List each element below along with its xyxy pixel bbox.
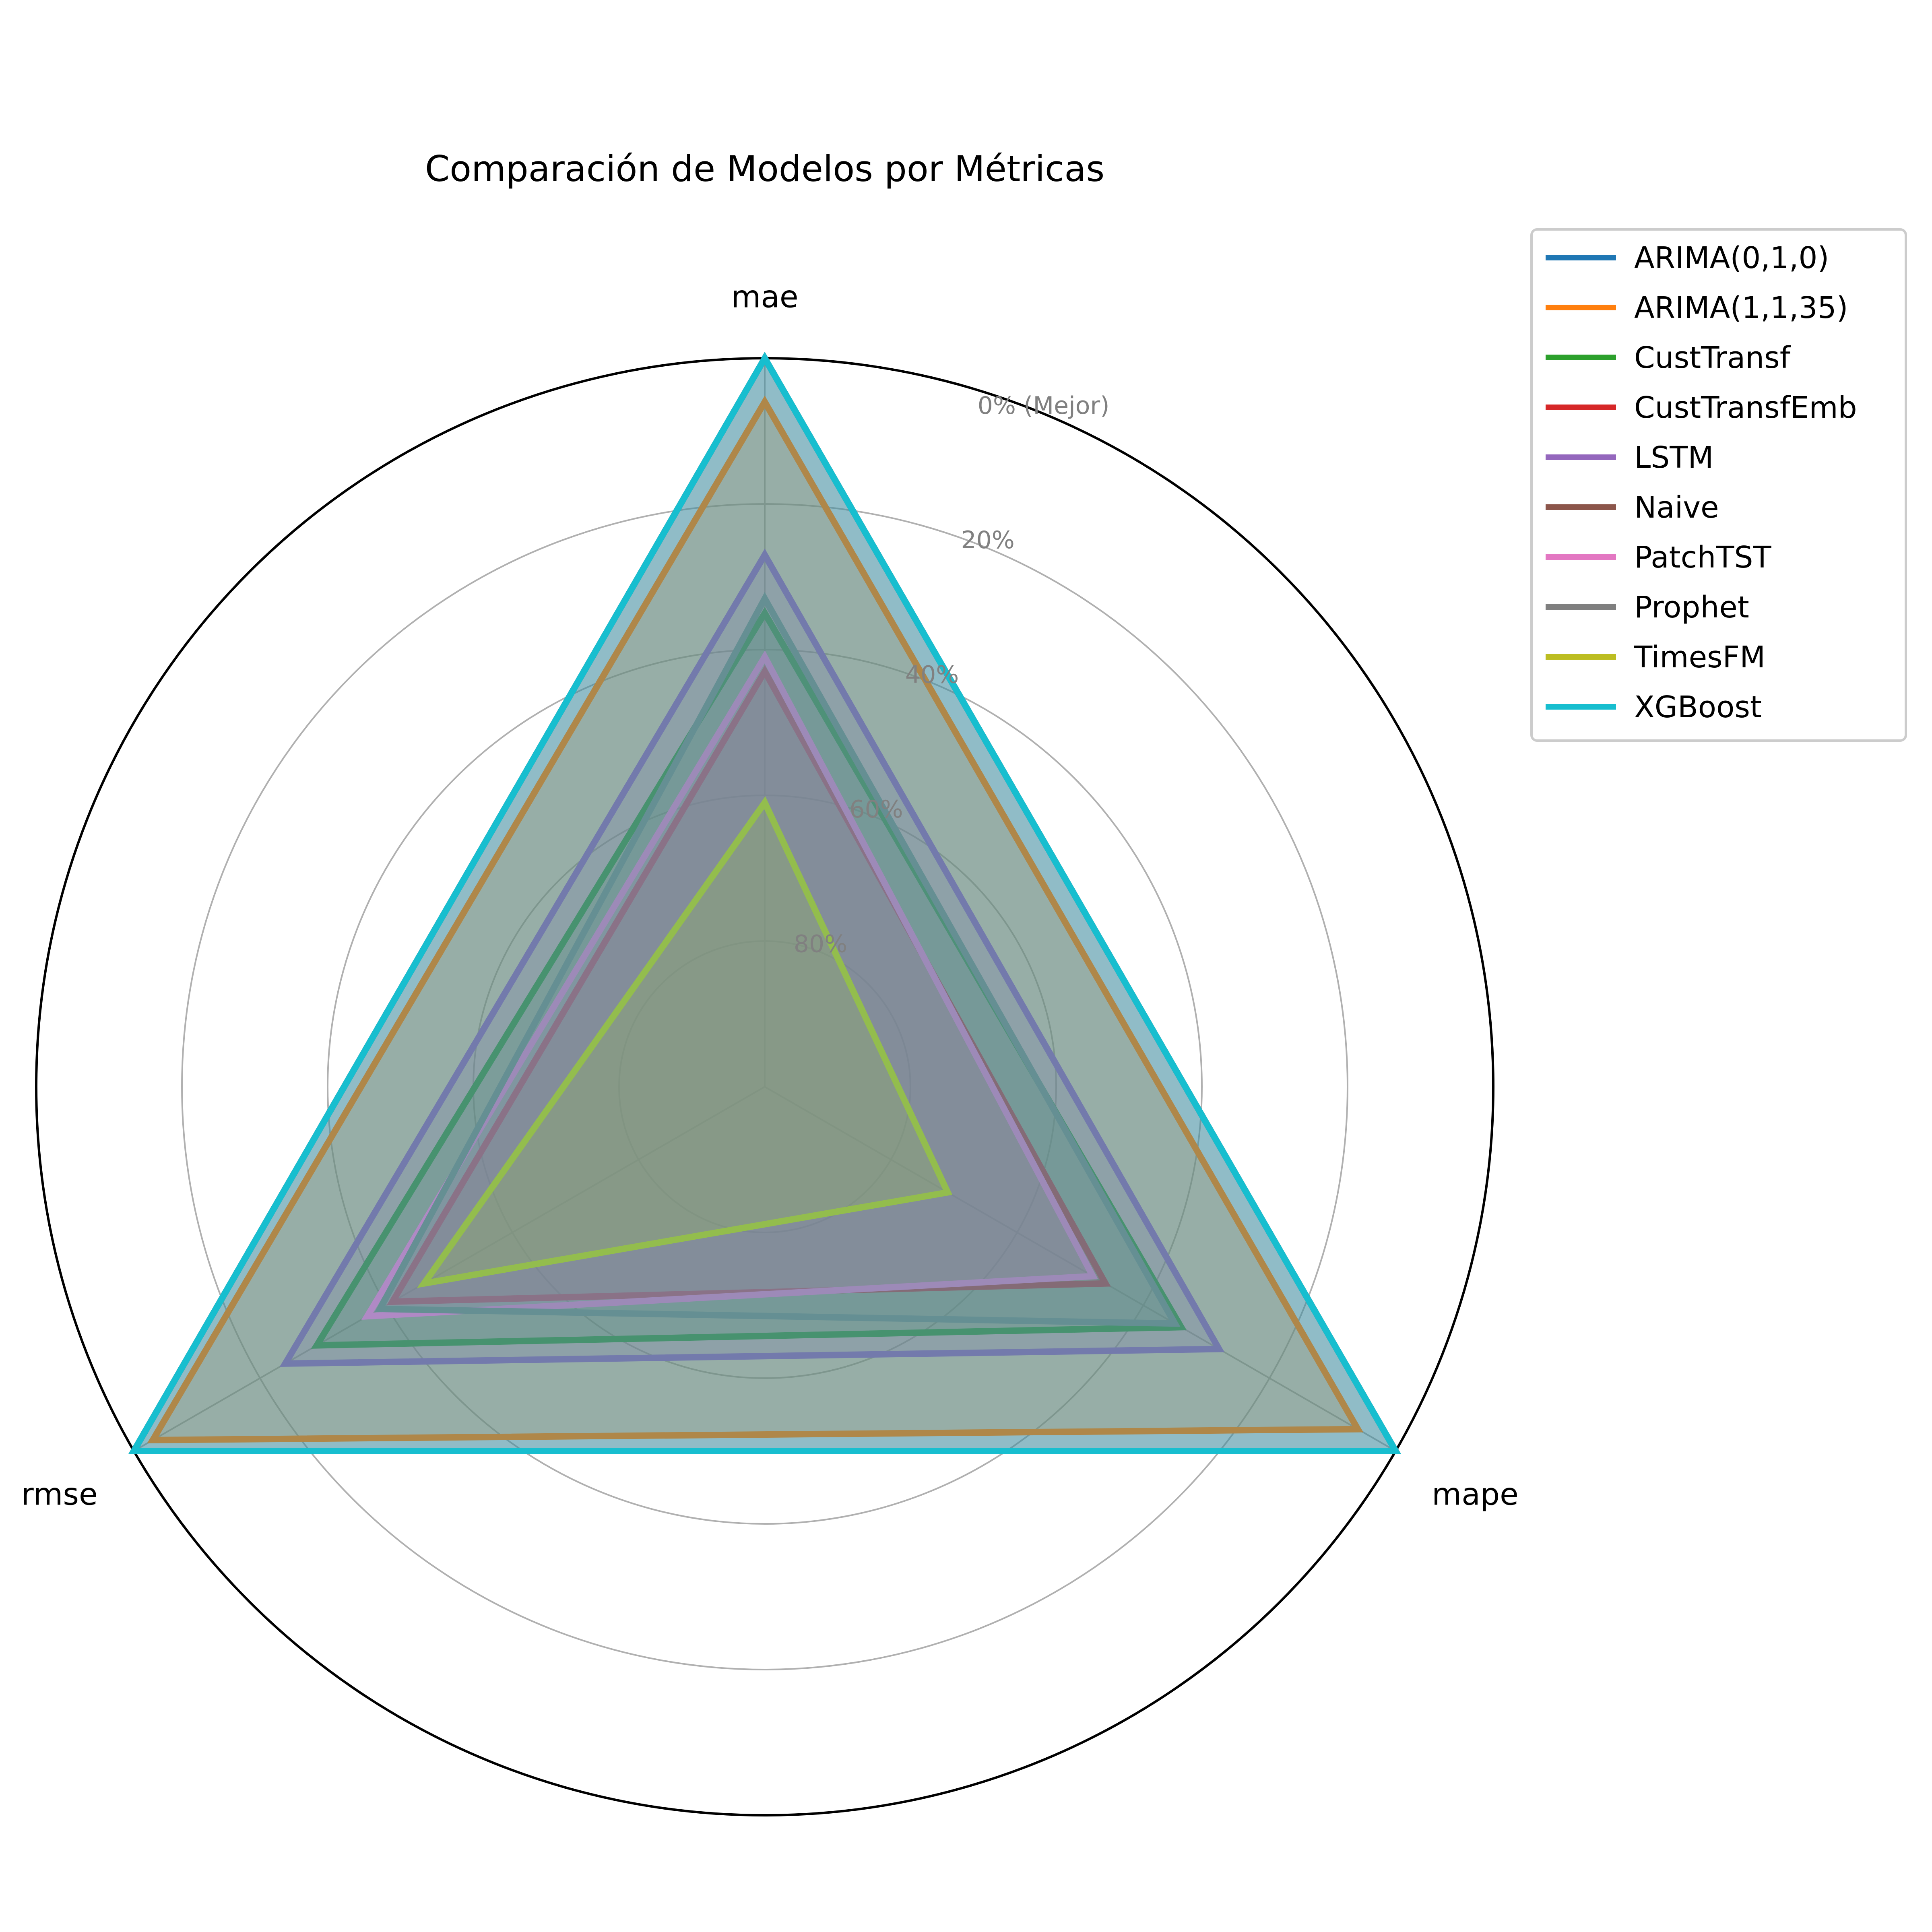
legend-box [1530,228,1907,742]
axis-label-mae: mae [731,279,798,314]
legend-label: LSTM [1634,440,1713,475]
radial-tick-label: 60% [849,795,903,824]
radial-tick-label: 80% [794,930,847,958]
legend-label: Prophet [1634,590,1749,625]
legend-items: ARIMA(0,1,0) ARIMA(1,1,35) CustTransf CustT… [1546,241,1857,724]
legend: ARIMA(0,1,0) ARIMA(1,1,35) CustTransf CustT… [1530,228,1907,742]
radial-tick-label: 20% [961,526,1014,554]
series-patchtst [361,650,1098,1320]
series-prophet [374,592,1181,1327]
radial-tick-label: 40% [905,661,959,689]
legend-label: XGBoost [1634,690,1762,724]
series-timesfm [417,796,953,1288]
axis-label-rmse: rmse [21,1476,97,1512]
legend-label: TimesFM [1634,640,1765,675]
radial-tick-labels: 80% 60% 40% 20% 0% (Mejor) [794,392,1110,958]
series-arima-1-1-35 [147,395,1364,1443]
series-xgboost [128,351,1402,1454]
legend-label: ARIMA(0,1,0) [1634,241,1829,275]
radar-series [128,351,1402,1454]
legend-label: CustTransfEmb [1634,390,1857,425]
axis-spoke [133,1086,765,1452]
axis-label-mape: mape [1432,1476,1519,1512]
legend-label: Naive [1634,490,1719,525]
series-lstm [279,548,1225,1367]
legend-label: CustTransf [1634,341,1791,375]
radial-tick-label: 0% (Mejor) [978,392,1110,420]
legend-label: PatchTST [1634,540,1771,575]
axis-labels: mae mape rmse [21,279,1518,1512]
chart-title: Comparación de Modelos por Métricas [425,148,1104,190]
legend-label: ARIMA(1,1,35) [1634,291,1848,325]
axis-spoke [764,1086,1396,1452]
